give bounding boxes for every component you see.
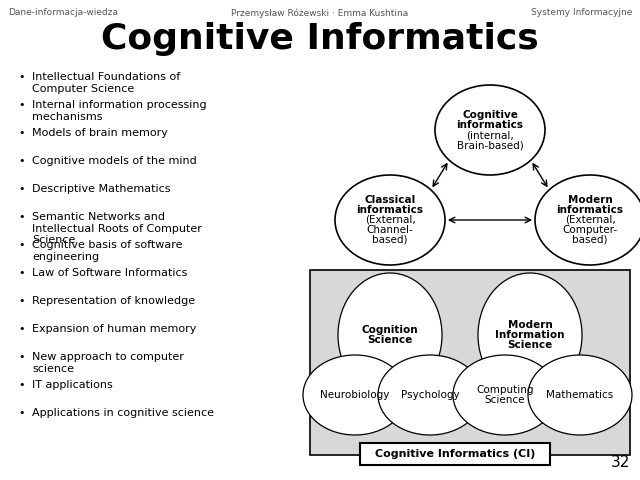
Text: •: •: [18, 324, 24, 334]
Text: •: •: [18, 128, 24, 138]
Text: Cognitive Informatics (CI): Cognitive Informatics (CI): [375, 449, 535, 459]
Text: Expansion of human memory: Expansion of human memory: [32, 324, 196, 334]
Text: Descriptive Mathematics: Descriptive Mathematics: [32, 184, 170, 194]
Ellipse shape: [378, 355, 482, 435]
Text: IT applications: IT applications: [32, 380, 113, 390]
Text: Systemy Informacyjne: Systemy Informacyjne: [531, 8, 632, 17]
Text: Mathematics: Mathematics: [547, 390, 614, 400]
Text: Cognition: Cognition: [362, 325, 419, 335]
Text: Cognitive Informatics: Cognitive Informatics: [101, 22, 539, 56]
Ellipse shape: [335, 175, 445, 265]
Ellipse shape: [453, 355, 557, 435]
Text: based): based): [372, 235, 408, 245]
Text: (External,: (External,: [564, 215, 616, 225]
Text: Classical: Classical: [364, 195, 415, 205]
Text: •: •: [18, 156, 24, 166]
Text: Law of Software Informatics: Law of Software Informatics: [32, 268, 188, 278]
Text: Dane-informacja-wiedza: Dane-informacja-wiedza: [8, 8, 118, 17]
Text: •: •: [18, 408, 24, 418]
Text: Psychology: Psychology: [401, 390, 460, 400]
Text: •: •: [18, 240, 24, 250]
Text: Science: Science: [508, 340, 552, 350]
Text: informatics: informatics: [456, 120, 524, 130]
Text: Internal information processing
mechanisms: Internal information processing mechanis…: [32, 100, 207, 121]
Text: Models of brain memory: Models of brain memory: [32, 128, 168, 138]
Bar: [310, 270, 630, 455]
Text: Science: Science: [367, 335, 413, 345]
Text: •: •: [18, 100, 24, 110]
Text: •: •: [18, 72, 24, 82]
Ellipse shape: [528, 355, 632, 435]
Text: •: •: [18, 296, 24, 306]
Ellipse shape: [303, 355, 407, 435]
Text: Przemysław Różewski · Emma Kushtina: Przemysław Różewski · Emma Kushtina: [232, 8, 408, 17]
Text: •: •: [18, 268, 24, 278]
Ellipse shape: [478, 273, 582, 397]
Bar: [360, 443, 550, 465]
Text: New approach to computer
science: New approach to computer science: [32, 352, 184, 373]
Text: Applications in cognitive science: Applications in cognitive science: [32, 408, 214, 418]
Text: 32: 32: [611, 455, 630, 470]
Text: Modern: Modern: [508, 320, 552, 330]
Text: informatics: informatics: [356, 205, 424, 215]
Text: •: •: [18, 352, 24, 362]
Text: Science: Science: [484, 395, 525, 405]
Text: •: •: [18, 380, 24, 390]
Text: based): based): [572, 235, 608, 245]
Text: •: •: [18, 184, 24, 194]
Text: Modern: Modern: [568, 195, 612, 205]
Text: (External,: (External,: [365, 215, 415, 225]
Text: informatics: informatics: [557, 205, 623, 215]
Ellipse shape: [435, 85, 545, 175]
Text: Representation of knowledge: Representation of knowledge: [32, 296, 195, 306]
Text: Cognitive basis of software
engineering: Cognitive basis of software engineering: [32, 240, 182, 262]
Text: Neurobiology: Neurobiology: [320, 390, 390, 400]
Text: Channel-: Channel-: [367, 225, 413, 235]
Text: Cognitive models of the mind: Cognitive models of the mind: [32, 156, 196, 166]
Text: Intellectual Foundations of
Computer Science: Intellectual Foundations of Computer Sci…: [32, 72, 180, 94]
Text: (internal,: (internal,: [466, 130, 514, 140]
Ellipse shape: [535, 175, 640, 265]
Text: Information: Information: [495, 330, 564, 340]
Text: Semantic Networks and
Intellectual Roots of Computer
Science: Semantic Networks and Intellectual Roots…: [32, 212, 202, 245]
Text: Computer-: Computer-: [563, 225, 618, 235]
Text: Cognitive: Cognitive: [462, 110, 518, 120]
Text: Brain-based): Brain-based): [456, 140, 524, 150]
Text: Computing: Computing: [476, 385, 534, 395]
Text: •: •: [18, 212, 24, 222]
Ellipse shape: [338, 273, 442, 397]
